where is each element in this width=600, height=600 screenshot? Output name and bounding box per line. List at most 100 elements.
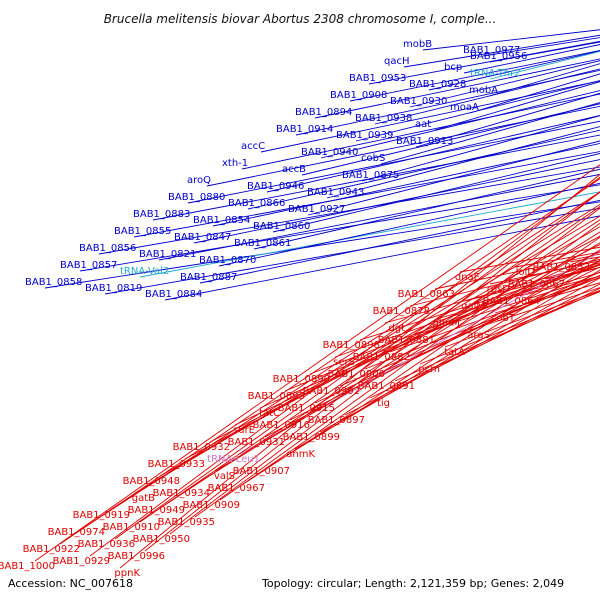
leader-line — [422, 29, 600, 51]
leader-line — [326, 126, 600, 199]
leader-line — [194, 222, 600, 518]
leader-line — [489, 50, 600, 80]
gene-label: BAB1_0864 — [483, 296, 540, 307]
leader-line — [187, 120, 600, 204]
gene-label: BAB1_0929 — [53, 556, 110, 567]
gene-label: rpsD — [487, 284, 511, 295]
leader-line — [319, 277, 600, 433]
leader-line — [380, 102, 600, 165]
gene-label: BAB1_0996 — [108, 551, 165, 562]
gene-label: phnM — [432, 318, 460, 329]
gene-label: BAB1_0932 — [173, 442, 230, 453]
gene-label: BAB1_0915 — [278, 403, 335, 414]
gene-label: accB — [282, 164, 306, 175]
gene-label: BAB1_0882 — [353, 352, 410, 363]
leader-line — [199, 199, 600, 284]
gene-label: gatB — [132, 493, 155, 504]
gene-label: BAB1_0927 — [288, 204, 345, 215]
gene-label: mobB — [403, 39, 432, 50]
gene-label: BAB1_0913 — [396, 136, 453, 147]
gene-label: BAB1_0939 — [336, 130, 393, 141]
gene-label: lolD — [516, 267, 536, 278]
leader-line — [59, 178, 600, 545]
gene-label: surE — [233, 425, 255, 436]
gene-label: BAB1_0863 — [398, 289, 455, 300]
gene-label: BAB1_0860 — [253, 221, 310, 232]
gene-label: BAB1_0855 — [114, 226, 171, 237]
gene-label: BAB1_0821 — [139, 249, 196, 260]
gene-label: BAB1_0940 — [301, 147, 358, 158]
gene-label: BAB1_0881 — [378, 335, 435, 346]
gene-label: BAB1_0953 — [349, 73, 406, 84]
gene-label: BAB1_0858 — [25, 277, 82, 288]
gene-label: BAB1_0861 — [234, 238, 291, 249]
gene-label: BAB1_0916 — [253, 420, 310, 431]
leader-line — [359, 264, 600, 341]
gene-label: serS — [333, 357, 355, 368]
gene-label: tig — [377, 398, 390, 409]
leader-line — [158, 173, 600, 261]
gene-label: BAB1_0922 — [23, 544, 80, 555]
leader-line — [266, 115, 600, 193]
gene-label: qacH — [384, 56, 410, 67]
leader-line — [104, 207, 600, 295]
gene-label: BAB1_0974 — [48, 527, 105, 538]
gene-label: BAB1_0909 — [183, 500, 240, 511]
gene-label: cobS — [361, 153, 385, 164]
gene-label: aat — [415, 119, 431, 130]
gene-label: BAB1_0819 — [85, 283, 142, 294]
leader-line — [212, 143, 600, 227]
gene-label: tRNA-Leu1 — [207, 454, 260, 465]
gene-label: xth-1 — [222, 158, 248, 169]
leader-line — [415, 92, 600, 148]
gene-label: BAB1_0938 — [355, 113, 412, 124]
gene-label: BAB1_0910 — [103, 522, 160, 533]
gene-label: anmK — [286, 449, 315, 460]
gene-label: valS — [214, 471, 235, 482]
gene-label: accC — [241, 141, 265, 152]
leader-line — [489, 41, 600, 63]
gene-label: BAB1_1000 — [0, 561, 55, 572]
gene-label: BAB1_0897 — [308, 415, 365, 426]
gene-label: tatC — [259, 408, 280, 419]
gene-label: tRNA-Thr2 — [470, 68, 521, 79]
leader-line — [368, 40, 600, 85]
leader-line — [218, 182, 600, 267]
leader-line — [269, 260, 600, 467]
leader-line — [139, 206, 600, 523]
gene-label: BAB1_0867 — [508, 279, 565, 290]
gene-label: ppnK — [114, 568, 140, 579]
gene-label: tRNA-Val2 — [120, 266, 169, 277]
gene-label: pcm — [418, 364, 440, 375]
gene-label: BAB1_0866 — [228, 198, 285, 209]
gene-label: BAB1_0891 — [358, 381, 415, 392]
leader-line — [253, 168, 600, 250]
gene-label: BAB1_0948 — [123, 476, 180, 487]
gene-label: BAB1_0887 — [180, 272, 237, 283]
gene-label: BAB1_0928 — [409, 79, 466, 90]
gene-label: BAB1_0847 — [174, 232, 231, 243]
gene-label: BAB1_0870 — [199, 255, 256, 266]
genome-summary-text: Topology: circular; Length: 2,121,359 bp… — [261, 577, 564, 590]
leader-line — [409, 60, 600, 108]
gene-label: BAB1_0977 — [463, 45, 520, 56]
leader-line — [189, 231, 600, 489]
leader-line — [169, 207, 600, 535]
leader-line — [314, 58, 600, 119]
leader-line — [134, 215, 600, 494]
gene-label: BAB1_0949 — [128, 505, 185, 516]
gene-label: BAB1_0931 — [228, 437, 285, 448]
leader-line — [272, 153, 600, 233]
leader-line — [403, 34, 600, 68]
leader-line — [320, 90, 600, 159]
leader-line — [206, 105, 600, 187]
gene-label: BAB1_0899 — [283, 432, 340, 443]
gene-label: BAB1_0894 — [295, 107, 352, 118]
leader-line — [79, 184, 600, 272]
gene-label: tatA — [444, 347, 465, 358]
gene-label: BAB1_0875 — [342, 170, 399, 181]
gene-label: BAB1_0936 — [78, 539, 135, 550]
leader-line — [159, 226, 600, 477]
gene-label: BAB1_0946 — [247, 181, 304, 192]
leader-line — [193, 159, 600, 244]
